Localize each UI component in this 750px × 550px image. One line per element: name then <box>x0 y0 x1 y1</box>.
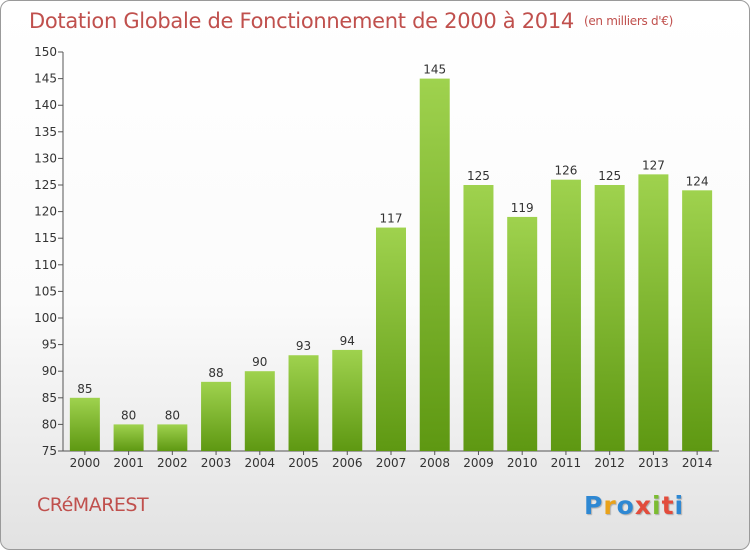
bar <box>288 355 319 451</box>
bar-value-label: 119 <box>511 201 534 215</box>
y-tick-label: 100 <box>34 311 57 325</box>
bar-value-label: 80 <box>121 408 136 422</box>
x-tick-label: 2009 <box>463 456 494 470</box>
data-labels-group: 85 80 80 88 90 93 94 117 145 125 119 126 125 127 124 <box>77 63 708 423</box>
bar <box>69 397 100 451</box>
bar-value-label: 80 <box>165 408 180 422</box>
x-tick-label: 2010 <box>507 456 538 470</box>
bar-value-label: 88 <box>208 366 223 380</box>
bar <box>463 185 494 451</box>
logo-letter: P <box>584 491 604 520</box>
y-tick-label: 90 <box>42 364 57 378</box>
y-tick-label: 85 <box>42 391 57 405</box>
x-tick-label: 2007 <box>376 456 407 470</box>
chart-unit-label: (en milliers d'€) <box>583 14 673 28</box>
logo-letter: o <box>616 491 635 520</box>
x-tick-label: 2012 <box>594 456 625 470</box>
bar-value-label: 93 <box>296 339 311 353</box>
x-tick-label: 2005 <box>288 456 319 470</box>
y-tick-label: 130 <box>34 151 57 165</box>
logo-letter: r <box>603 491 617 520</box>
bar-value-label: 124 <box>686 174 709 188</box>
logo-letter: t <box>661 491 675 520</box>
y-tick-label: 120 <box>34 205 57 219</box>
commune-name: CRéMAREST <box>37 494 149 516</box>
y-tick-label: 135 <box>34 125 57 139</box>
x-tick-label: 2011 <box>551 456 582 470</box>
y-tick-label: 150 <box>34 45 57 59</box>
x-tick-label: 2003 <box>201 456 232 470</box>
bar <box>594 185 625 451</box>
x-tick-label: 2014 <box>682 456 713 470</box>
y-tick-label: 80 <box>42 417 57 431</box>
x-tick-label: 2004 <box>245 456 276 470</box>
bar-value-label: 125 <box>598 169 621 183</box>
y-tick-label: 145 <box>34 72 57 86</box>
x-tick-label: 2006 <box>332 456 363 470</box>
bar-value-label: 145 <box>423 63 446 77</box>
proxiti-logo: Proxiti <box>584 491 684 520</box>
y-tick-label: 115 <box>34 231 57 245</box>
x-tick-label: 2013 <box>638 456 669 470</box>
logo-letter: x <box>634 491 652 520</box>
y-tick-label: 125 <box>34 178 57 192</box>
bar <box>113 424 144 451</box>
bar-value-label: 126 <box>554 164 577 178</box>
bar-value-label: 127 <box>642 158 665 172</box>
chart-title-text: Dotation Globale de Fonctionnement de 20… <box>29 9 574 33</box>
bar-value-label: 85 <box>77 382 92 396</box>
y-tick-label: 75 <box>42 444 57 458</box>
bar-value-label: 117 <box>380 212 403 226</box>
x-tick-label: 2008 <box>419 456 450 470</box>
y-tick-label: 110 <box>34 258 57 272</box>
logo-letter: i <box>674 491 685 520</box>
axes-group: 75 80 85 90 95 100 105 110 115 120 125 130 135 140 145… <box>34 45 719 470</box>
x-tick-label: 2000 <box>70 456 101 470</box>
bar <box>244 371 275 451</box>
bar <box>376 227 406 451</box>
y-tick-label: 140 <box>34 98 57 112</box>
bar-value-label: 90 <box>252 355 267 369</box>
logo-letter: i <box>652 491 662 520</box>
x-tick-label: 2001 <box>113 456 144 470</box>
bar-value-label: 125 <box>467 169 490 183</box>
chart-title: Dotation Globale de Fonctionnement de 20… <box>29 9 673 33</box>
bar <box>682 190 713 451</box>
bar <box>638 174 669 452</box>
bar <box>157 424 188 451</box>
bar <box>201 381 232 451</box>
y-tick-label: 105 <box>34 284 57 298</box>
bar <box>332 349 363 451</box>
bar <box>419 78 450 451</box>
bar-value-label: 94 <box>340 334 355 348</box>
x-tick-label: 2002 <box>157 456 188 470</box>
y-tick-label: 95 <box>42 338 57 352</box>
bar <box>550 179 581 451</box>
bar <box>507 216 538 451</box>
bars-group <box>69 78 713 452</box>
